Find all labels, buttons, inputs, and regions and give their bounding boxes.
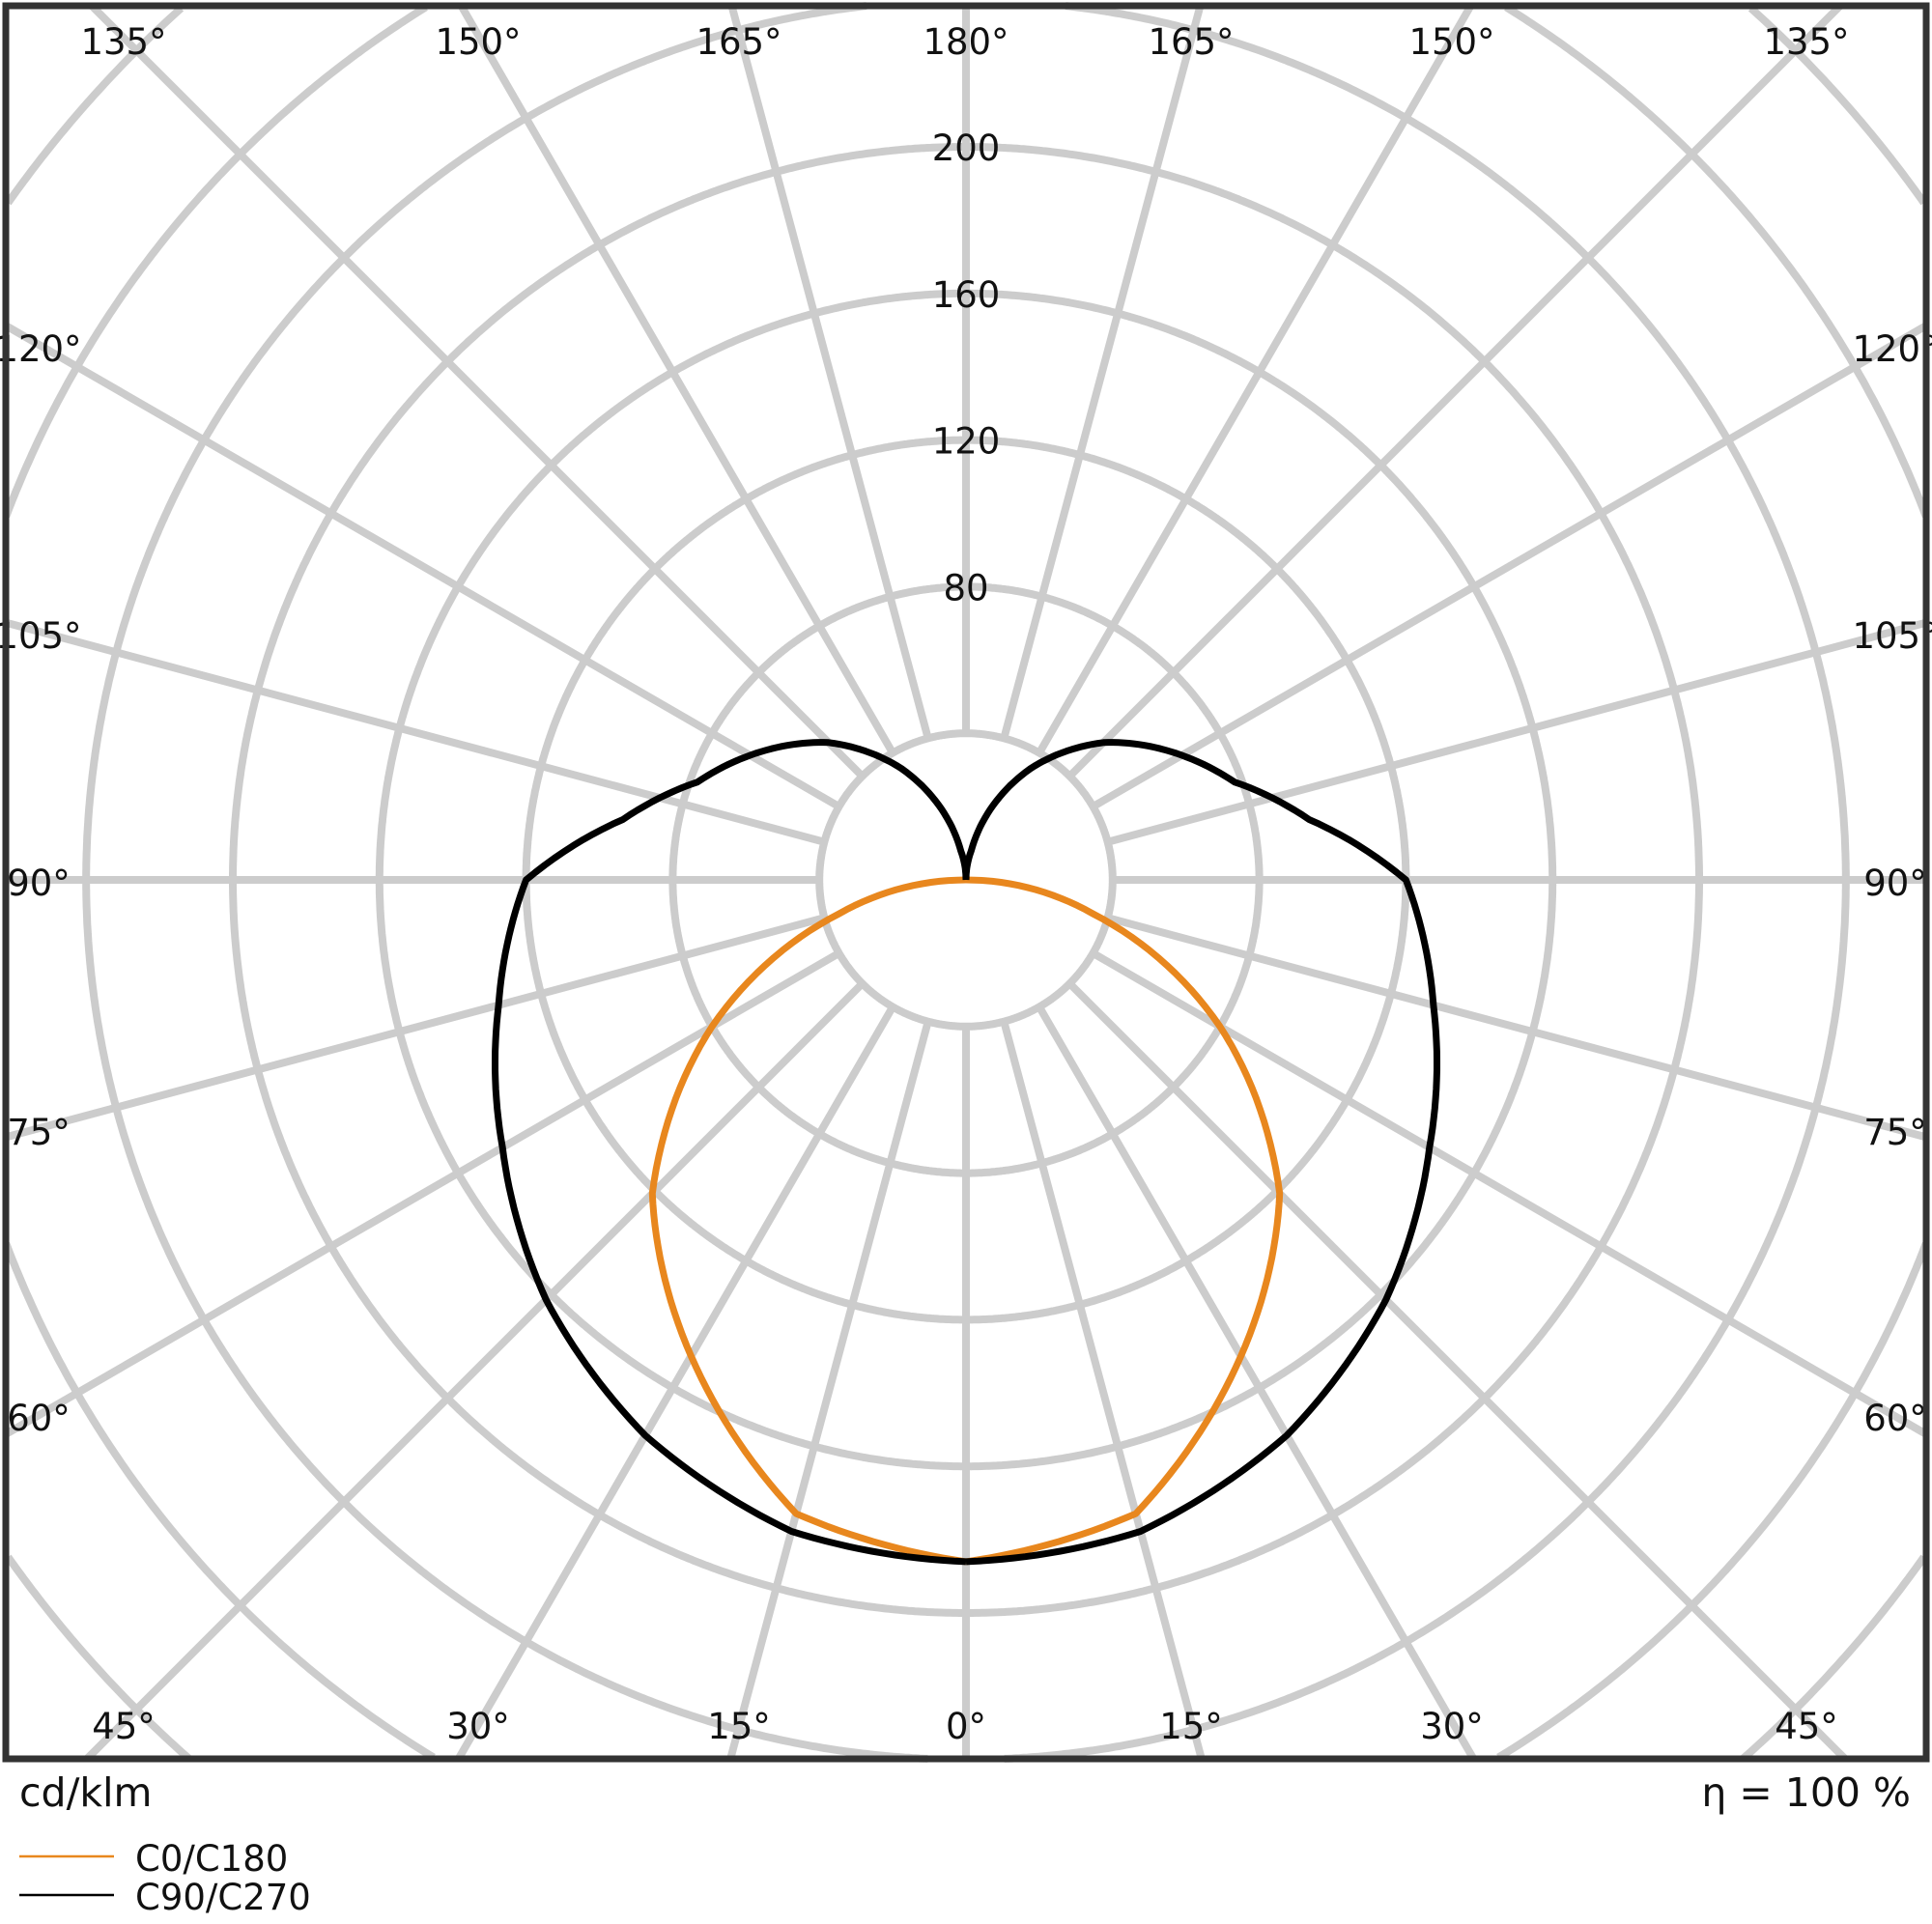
angle-label-top: 165° <box>696 21 781 63</box>
plot-frame <box>2 2 1930 1763</box>
radial-tick-label: 200 <box>932 127 1001 169</box>
angle-label-top: 150° <box>1408 21 1494 63</box>
grid-spoke <box>726 1020 932 1761</box>
grid-spoke <box>89 3 866 779</box>
grid-spoke <box>1106 914 1928 1142</box>
angle-label-right: 60° <box>1863 1398 1927 1439</box>
grid-spoke <box>1091 322 1928 810</box>
angle-label-right: 105° <box>1852 615 1932 657</box>
grid-spoke <box>4 618 826 846</box>
grid-spoke <box>1106 618 1928 846</box>
angle-label-top: 165° <box>1148 21 1234 63</box>
grid-spoke <box>1091 949 1928 1438</box>
curve-c0-c180-right <box>965 876 1284 1566</box>
grid-spoke <box>1000 1020 1206 1761</box>
curve-c0-c180-left <box>648 876 967 1566</box>
grid-spoke <box>1036 4 1474 755</box>
grid-ring <box>82 2 1850 1763</box>
curve-c90-c270-right <box>962 739 1440 1566</box>
angle-label-top: 150° <box>435 21 521 63</box>
angle-label-top: 135° <box>1763 21 1849 63</box>
angle-labels: 135° 150° 165° 180° 165° 150° 135° 45° 30° 15° 0° 1… <box>0 21 1932 1747</box>
legend-label-c90: C90/C270 <box>135 1877 311 1918</box>
grid-spoke <box>4 949 841 1438</box>
angle-label-right: 120° <box>1852 328 1932 370</box>
angle-label-top: 135° <box>80 21 166 63</box>
efficiency-label: η = 100 % <box>1701 1769 1911 1816</box>
angle-label-top: 180° <box>923 21 1009 63</box>
grid-ring <box>2 4 1930 1761</box>
angle-label-right: 75° <box>1863 1112 1927 1153</box>
legend-label-c0: C0/C180 <box>135 1838 288 1880</box>
intensity-curves <box>492 739 1440 1566</box>
grid-spoke <box>1000 4 1205 740</box>
angle-label-left: 105° <box>0 615 82 657</box>
angle-label-bottom: 0° <box>946 1706 986 1747</box>
grid-spoke <box>455 1004 896 1761</box>
angle-label-bottom: 45° <box>1775 1706 1838 1747</box>
angle-label-bottom: 15° <box>707 1706 771 1747</box>
grid-spoke <box>727 4 932 740</box>
grid-spoke <box>1036 1004 1477 1762</box>
grid-spoke <box>4 914 826 1142</box>
radial-tick-label: 120 <box>932 421 1001 463</box>
legend: C0/C180 C90/C270 <box>19 1838 311 1918</box>
angle-label-left: 75° <box>7 1112 71 1153</box>
radial-tick-label: 160 <box>932 274 1001 316</box>
grid-ring <box>5 5 1927 1762</box>
angle-label-bottom: 45° <box>92 1706 156 1747</box>
angle-label-bottom: 15° <box>1159 1706 1223 1747</box>
radial-tick-label: 80 <box>943 567 988 608</box>
grid-spoke <box>1066 980 1848 1762</box>
angle-label-left: 90° <box>7 863 71 904</box>
angle-label-left: 60° <box>7 1398 71 1439</box>
grid-spoke <box>4 322 841 810</box>
grid-spoke <box>1066 3 1843 779</box>
angle-label-left: 120° <box>0 328 82 370</box>
grid-spoke <box>458 4 896 755</box>
angle-label-right: 90° <box>1863 863 1927 904</box>
angle-label-bottom: 30° <box>446 1706 510 1747</box>
curve-c90-c270-left <box>492 739 970 1566</box>
unit-label: cd/klm <box>19 1769 152 1816</box>
polar-grid: 80 120 160 200 <box>2 2 1930 1763</box>
angle-label-bottom: 30° <box>1420 1706 1484 1747</box>
grid-spoke <box>84 980 866 1762</box>
